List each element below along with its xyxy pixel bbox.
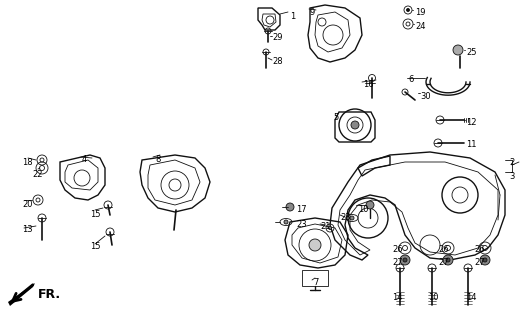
Circle shape: [286, 203, 294, 211]
Text: 8: 8: [155, 155, 160, 164]
Circle shape: [366, 201, 374, 209]
Text: 16: 16: [363, 80, 374, 89]
Circle shape: [403, 258, 407, 262]
Text: 27: 27: [474, 258, 485, 267]
Text: 3: 3: [509, 172, 514, 181]
Text: 22: 22: [32, 170, 43, 179]
Circle shape: [329, 227, 331, 229]
Text: 27: 27: [392, 258, 403, 267]
Text: 15: 15: [90, 210, 100, 219]
Text: 9: 9: [310, 8, 315, 17]
Text: 12: 12: [466, 118, 477, 127]
Text: 15: 15: [90, 242, 100, 251]
Text: 13: 13: [22, 225, 33, 234]
Text: 4: 4: [82, 155, 87, 164]
Text: 10: 10: [358, 205, 369, 214]
Circle shape: [351, 121, 359, 129]
Text: 26: 26: [474, 245, 485, 254]
Circle shape: [284, 220, 288, 224]
Text: 10: 10: [428, 293, 438, 302]
Text: 27: 27: [438, 258, 449, 267]
Text: 21: 21: [320, 222, 331, 231]
Text: 26: 26: [392, 245, 403, 254]
Text: 6: 6: [408, 75, 413, 84]
Circle shape: [400, 255, 410, 265]
Text: 17: 17: [296, 205, 307, 214]
Circle shape: [350, 216, 354, 220]
Text: 26: 26: [438, 245, 449, 254]
Text: 29: 29: [272, 33, 282, 42]
Text: 5: 5: [333, 113, 338, 122]
Text: 14: 14: [466, 293, 477, 302]
Text: 24: 24: [415, 22, 425, 31]
Text: 1: 1: [290, 12, 295, 21]
Text: 23: 23: [296, 220, 307, 229]
Circle shape: [480, 255, 490, 265]
Text: 20: 20: [22, 200, 33, 209]
Circle shape: [309, 239, 321, 251]
Circle shape: [483, 258, 487, 262]
Text: FR.: FR.: [38, 289, 61, 301]
Text: 14: 14: [392, 293, 403, 302]
Text: 19: 19: [415, 8, 425, 17]
Bar: [302, 270, 328, 286]
Text: 30: 30: [420, 92, 430, 101]
Text: 11: 11: [466, 140, 477, 149]
Circle shape: [406, 9, 410, 12]
Polygon shape: [8, 283, 35, 306]
Text: 25: 25: [466, 48, 477, 57]
Text: 18: 18: [22, 158, 33, 167]
Text: 2: 2: [509, 158, 514, 167]
Text: 28: 28: [272, 57, 282, 66]
Circle shape: [446, 258, 450, 262]
Text: 23: 23: [340, 213, 351, 222]
Text: 7: 7: [313, 278, 318, 287]
Circle shape: [443, 255, 453, 265]
Circle shape: [453, 45, 463, 55]
